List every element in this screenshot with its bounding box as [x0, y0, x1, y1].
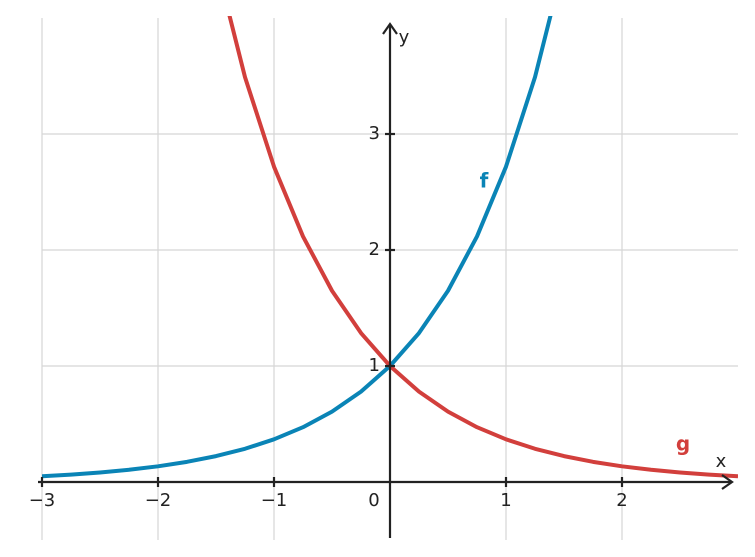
x-tick-label: 0	[368, 490, 379, 511]
y-tick-label: 2	[369, 239, 380, 260]
x-arrow	[721, 474, 734, 490]
x-tick-label: −1	[261, 490, 288, 511]
y-axis-label: y	[399, 27, 410, 48]
x-tick-label: −3	[29, 490, 56, 511]
series-label: g	[676, 432, 690, 456]
y-tick-label: 3	[369, 123, 380, 144]
y-tick-label: 1	[369, 355, 380, 376]
x-tick-label: −2	[145, 490, 172, 511]
y-arrow	[382, 22, 398, 35]
x-tick-label: 2	[616, 490, 627, 511]
x-axis-label: x	[716, 451, 727, 472]
series-label: f	[480, 169, 489, 193]
x-tick-label: 1	[500, 490, 511, 511]
